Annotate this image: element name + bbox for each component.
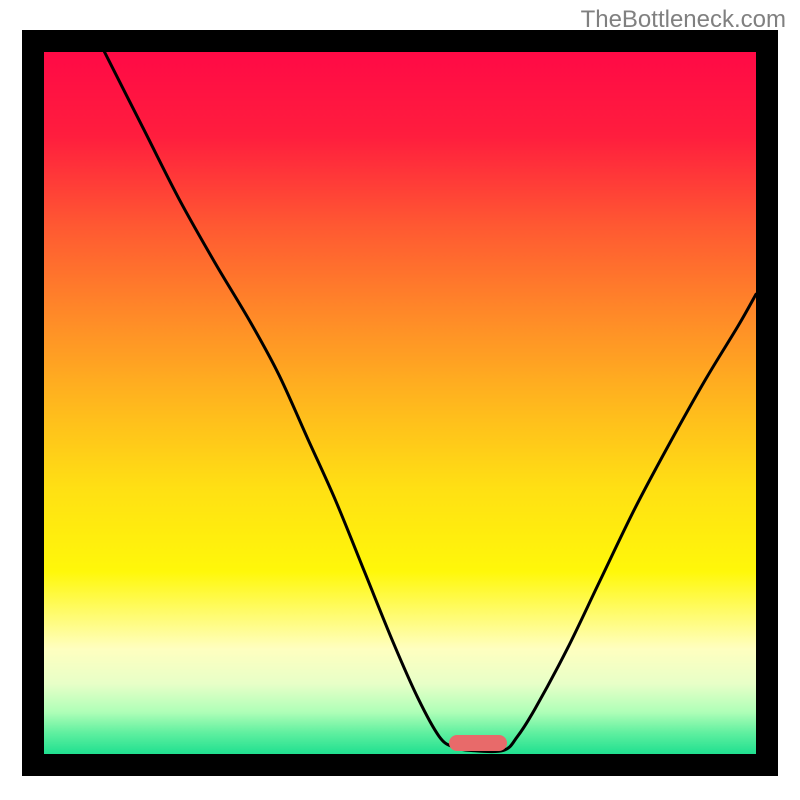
chart-stage: TheBottleneck.com: [0, 0, 800, 800]
plot-frame-border: [22, 30, 778, 776]
